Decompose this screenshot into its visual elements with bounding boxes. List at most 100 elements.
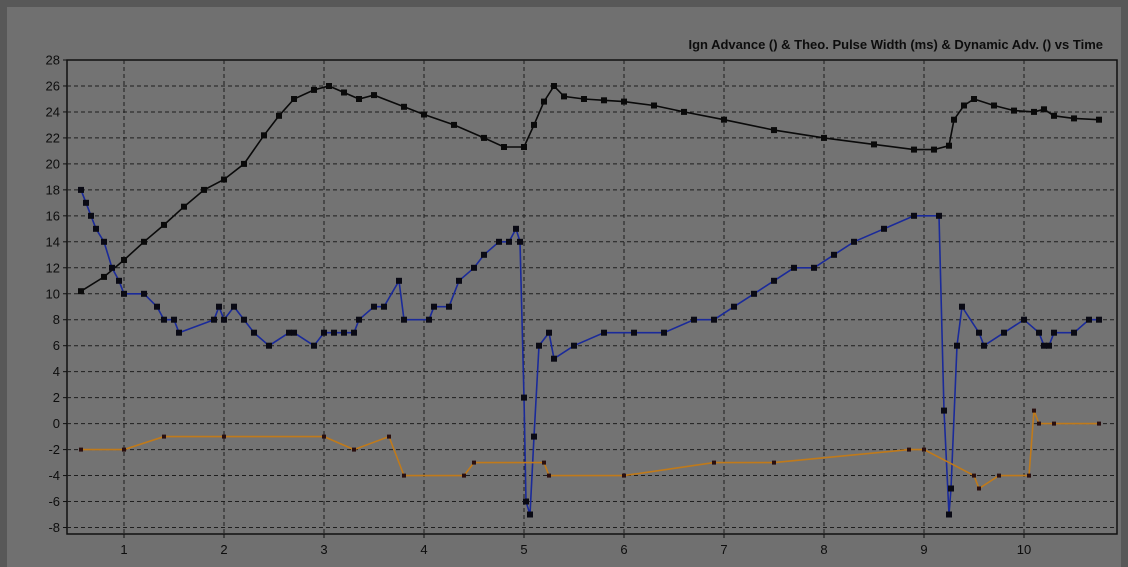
data-point	[881, 225, 887, 232]
y-tick-label: 2	[53, 390, 60, 405]
y-tick-label: 10	[46, 286, 60, 301]
data-point	[88, 212, 94, 219]
y-tick-label: 0	[53, 416, 60, 431]
window-frame-top	[0, 0, 1128, 7]
data-point	[341, 89, 347, 96]
data-point	[971, 96, 977, 102]
data-point	[266, 342, 272, 349]
data-point	[1051, 112, 1057, 119]
data-point	[456, 277, 462, 284]
data-point	[402, 473, 406, 478]
data-point	[116, 277, 122, 284]
window-frame-right	[1121, 0, 1128, 567]
data-point	[311, 86, 317, 93]
data-point	[352, 447, 356, 452]
y-tick-label: 6	[53, 338, 60, 353]
data-point	[731, 303, 737, 310]
y-tick-label: 24	[46, 104, 60, 119]
data-point	[991, 102, 997, 109]
data-point	[276, 112, 282, 119]
data-point	[1041, 342, 1047, 349]
data-point	[356, 96, 362, 102]
data-point	[531, 121, 537, 128]
data-point	[321, 329, 327, 336]
data-point	[911, 146, 917, 153]
x-tick-label: 2	[220, 542, 227, 557]
data-point	[1021, 316, 1027, 323]
data-point	[221, 176, 227, 183]
data-point	[446, 303, 452, 310]
data-point	[1071, 115, 1077, 122]
data-point	[601, 329, 607, 336]
data-point	[946, 142, 952, 149]
data-point	[216, 303, 222, 310]
data-point	[527, 511, 533, 518]
x-tick-label: 1	[120, 542, 127, 557]
y-tick-label: -2	[48, 442, 60, 457]
data-point	[517, 238, 523, 245]
data-point	[79, 447, 83, 452]
data-point	[396, 277, 402, 284]
data-point	[997, 473, 1001, 478]
x-tick-label: 10	[1017, 542, 1031, 557]
data-point	[176, 329, 182, 336]
y-tick-label: 16	[46, 208, 60, 223]
y-tick-label: 20	[46, 156, 60, 171]
chart-title: Ign Advance () & Theo. Pulse Width (ms) …	[688, 37, 1103, 52]
y-tick-label: 22	[46, 130, 60, 145]
data-point	[286, 329, 292, 336]
data-point	[712, 460, 716, 465]
data-point	[922, 447, 926, 452]
data-point	[331, 329, 337, 336]
x-tick-label: 8	[820, 542, 827, 557]
data-point	[661, 329, 667, 336]
data-point	[531, 433, 537, 440]
data-point	[981, 342, 987, 349]
data-point	[622, 473, 626, 478]
data-point	[721, 116, 727, 123]
data-point	[387, 434, 391, 439]
data-point	[751, 290, 757, 297]
data-point	[1031, 108, 1037, 115]
data-point	[101, 238, 107, 245]
data-point	[946, 511, 952, 518]
data-point	[371, 303, 377, 310]
series-1	[78, 83, 1102, 295]
data-point	[536, 342, 542, 349]
data-point	[162, 434, 166, 439]
data-point	[241, 160, 247, 167]
data-point	[1036, 329, 1042, 336]
data-point	[141, 238, 147, 245]
data-point	[1086, 316, 1092, 323]
data-point	[821, 134, 827, 141]
data-point	[911, 212, 917, 219]
data-point	[356, 316, 362, 323]
data-point	[851, 238, 857, 245]
data-point	[542, 460, 546, 465]
data-point	[651, 102, 657, 109]
data-point	[1011, 107, 1017, 114]
data-point	[871, 141, 877, 148]
data-point	[1096, 116, 1102, 123]
y-tick-label: 28	[46, 53, 60, 68]
data-point	[472, 460, 476, 465]
data-point	[771, 277, 777, 284]
y-tick-label: -8	[48, 520, 60, 535]
x-axis: 1 2 3 4 5 6 7 8 9 10	[120, 534, 1031, 557]
data-point	[547, 473, 551, 478]
data-point	[513, 225, 519, 232]
data-point	[1097, 421, 1101, 426]
data-point	[621, 98, 627, 105]
data-point	[551, 83, 557, 89]
data-point	[201, 186, 207, 193]
x-tick-label: 3	[320, 542, 327, 557]
data-point	[221, 316, 227, 323]
data-point	[171, 316, 177, 323]
data-point	[977, 486, 981, 491]
data-point	[571, 342, 577, 349]
data-point	[121, 257, 127, 263]
data-point	[122, 447, 126, 452]
data-point	[931, 146, 937, 153]
